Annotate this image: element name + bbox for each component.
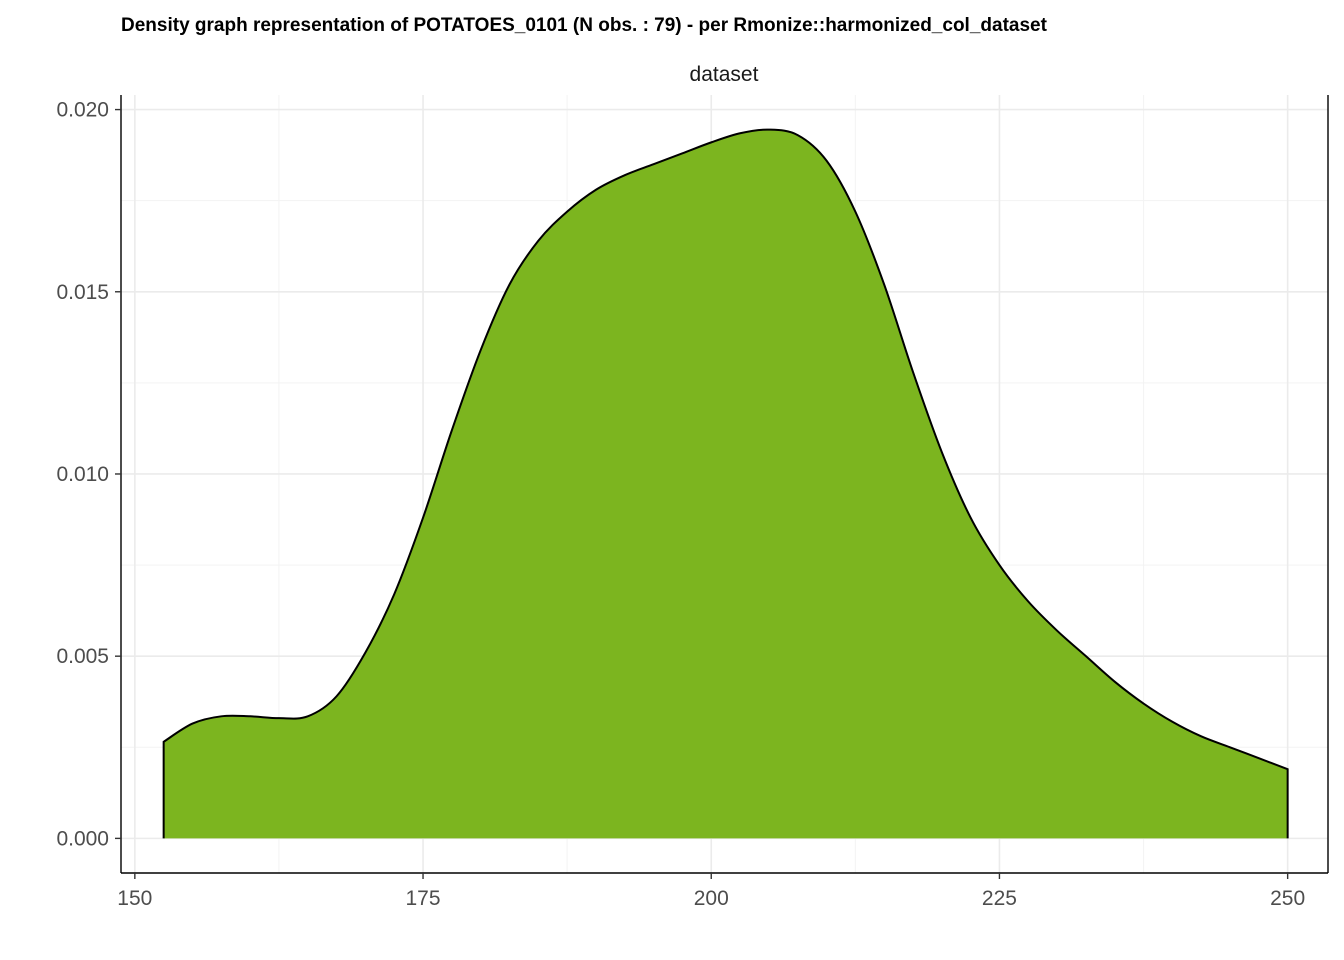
density-curve	[162, 128, 1289, 839]
x-axis-ticks: 150 175 200 225 250	[117, 873, 1305, 910]
y-axis-ticks: 0.000 0.005 0.010 0.015 0.020	[56, 99, 121, 850]
y-tick-label: 0.000	[56, 827, 109, 850]
x-tick-label: 225	[982, 887, 1017, 910]
y-tick-label: 0.015	[56, 281, 109, 304]
facet-strip-label: dataset	[690, 63, 759, 86]
x-tick-label: 200	[694, 887, 729, 910]
y-tick-label: 0.005	[56, 645, 109, 668]
x-tick-label: 250	[1270, 887, 1305, 910]
density-area	[163, 129, 1288, 839]
chart-title: Density graph representation of POTATOES…	[121, 15, 1048, 36]
x-tick-label: 175	[406, 887, 441, 910]
x-tick-label: 150	[117, 887, 152, 910]
y-tick-label: 0.010	[56, 463, 109, 486]
y-tick-label: 0.020	[56, 99, 109, 122]
